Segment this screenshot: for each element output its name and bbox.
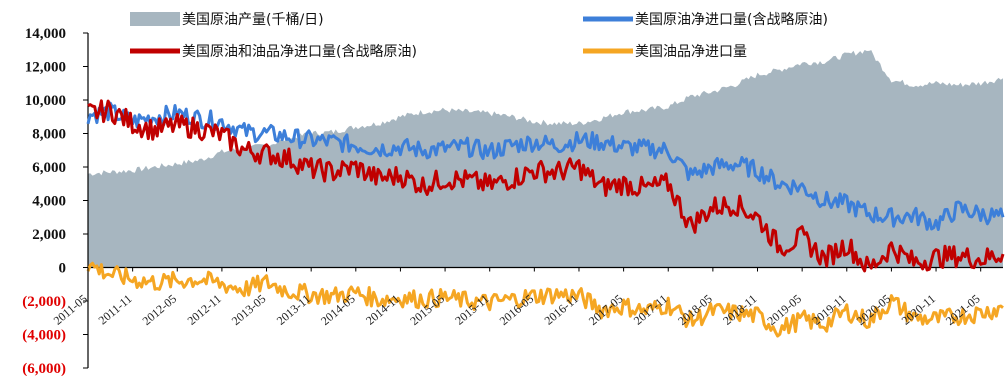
y-tick-label: (2,000)	[22, 294, 66, 310]
series-line-2	[87, 99, 1005, 273]
x-tick-label: 2013-05	[229, 292, 269, 328]
y-tick-label: 6,000	[32, 160, 66, 176]
legend-swatch-area	[130, 12, 180, 26]
y-tick-label: 4,000	[32, 194, 66, 210]
legend-label: 美国原油和油品净进口量(含战略原油)	[182, 44, 417, 60]
y-tick-label: 0	[59, 261, 67, 277]
y-tick-label: 14,000	[25, 26, 66, 42]
legend-label: 美国原油产量(千桶/日)	[182, 12, 324, 28]
legend-label: 美国原油净进口量(含战略原油)	[635, 12, 828, 28]
x-tick-label: 2012-05	[140, 292, 180, 328]
series-line-3	[86, 261, 1004, 338]
series-area-0	[88, 50, 1003, 268]
x-tick-label: 2012-11	[185, 292, 224, 328]
y-tick-label: 2,000	[32, 227, 66, 243]
y-tick-label: 12,000	[25, 60, 66, 76]
y-tick-label: (6,000)	[22, 361, 66, 376]
legend-label: 美国油品净进口量	[635, 44, 747, 60]
x-tick-label: 2016-11	[542, 292, 581, 328]
y-tick-label: 10,000	[25, 93, 66, 109]
x-tick-label: 2011-11	[96, 292, 135, 328]
y-tick-label: (4,000)	[22, 328, 66, 344]
series-line-1	[86, 101, 1005, 231]
y-tick-label: 8,000	[32, 127, 66, 143]
